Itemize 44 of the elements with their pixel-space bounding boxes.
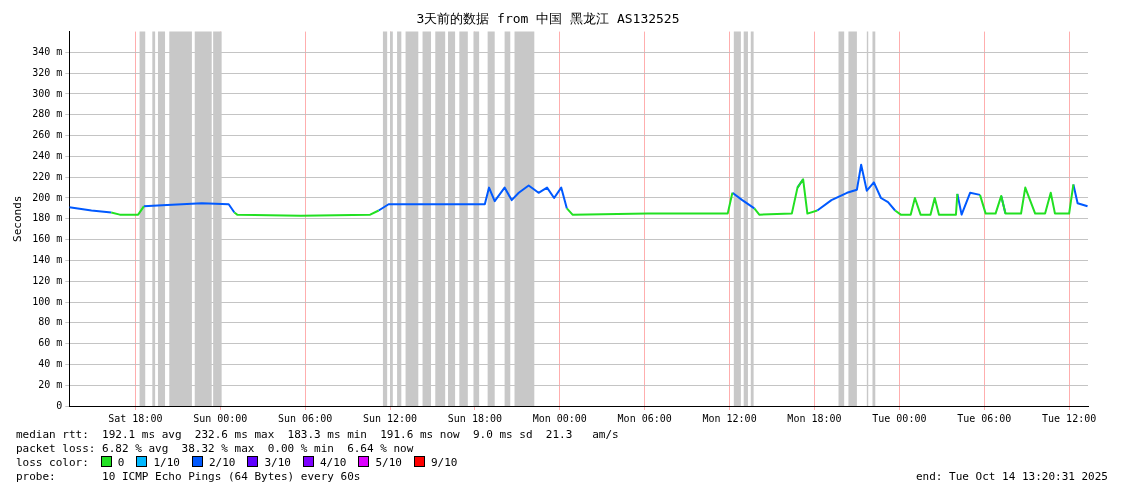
y-tick-label: 40 m: [38, 357, 63, 369]
text: end: Tue Oct 14 13:20:31 2025: [915, 470, 1108, 484]
x-tick-label: Tue 00:00: [872, 412, 927, 424]
y-tick-label: 60 m: [38, 337, 63, 349]
y-tick-label: 200 m: [32, 191, 63, 203]
y-tick-label: 180 m: [32, 212, 63, 224]
x-tick-label: Mon 12:00: [702, 412, 757, 424]
y-tick-label: 160 m: [32, 233, 63, 245]
y-tick-label: 340 m: [32, 45, 63, 57]
x-tick-label: Tue 06:00: [957, 412, 1012, 424]
legend-label: 5/10: [374, 456, 402, 469]
text: probe: 10 ICMP Echo Pings (64 Bytes) every 60s: [16, 470, 361, 484]
y-tick-label: 100 m: [32, 295, 63, 307]
y-tick-label: 320 m: [32, 66, 63, 78]
y-tick-label: 120 m: [32, 274, 63, 286]
y-tick-label: 280 m: [32, 108, 63, 120]
x-tick-label: Mon 18:00: [787, 412, 842, 424]
y-tick-label: 20 m: [38, 378, 63, 390]
legend-label: 1/10: [152, 456, 180, 469]
legend-label: 3/10: [263, 456, 291, 469]
x-tick-label: Sat 18:00: [108, 412, 163, 424]
y-tick-label: 140 m: [32, 253, 63, 265]
x-tick-label: Sun 00:00: [193, 412, 248, 424]
y-axis-title: Seconds: [11, 195, 25, 242]
text: median rtt: 192.1 ms avg 232.6 ms max 183.3 ms min 191.6 ms now 9.0 ms sd 21.3 am/s: [16, 428, 620, 442]
chart-title: 3天前的数据 from 中国 黑龙江 AS132525: [416, 11, 680, 27]
legend-label: 2/10: [208, 456, 236, 469]
x-tick-label: Tue 12:00: [1042, 412, 1097, 424]
legend-label: 9/10: [430, 456, 458, 469]
y-tick-label: 80 m: [38, 316, 63, 328]
x-tick-label: Sun 18:00: [447, 412, 502, 424]
x-tick-label: Mon 06:00: [617, 412, 672, 424]
legend-title: loss color:: [16, 456, 89, 469]
y-tick-label: 0: [56, 399, 63, 411]
y-tick-label: 240 m: [32, 149, 63, 161]
text: packet loss: 6.82 % avg 38.32 % max 0.00 % min 6.64 % now: [16, 442, 415, 456]
x-tick-label: Mon 00:00: [532, 412, 587, 424]
x-tick-label: Sun 06:00: [278, 412, 333, 424]
x-tick-label: Sun 12:00: [362, 412, 418, 424]
legend-label: 0: [116, 456, 125, 469]
legend-label: 4/10: [319, 456, 347, 469]
y-tick-label: 260 m: [32, 129, 63, 141]
y-tick-label: 300 m: [32, 87, 63, 99]
y-tick-label: 220 m: [32, 170, 63, 182]
